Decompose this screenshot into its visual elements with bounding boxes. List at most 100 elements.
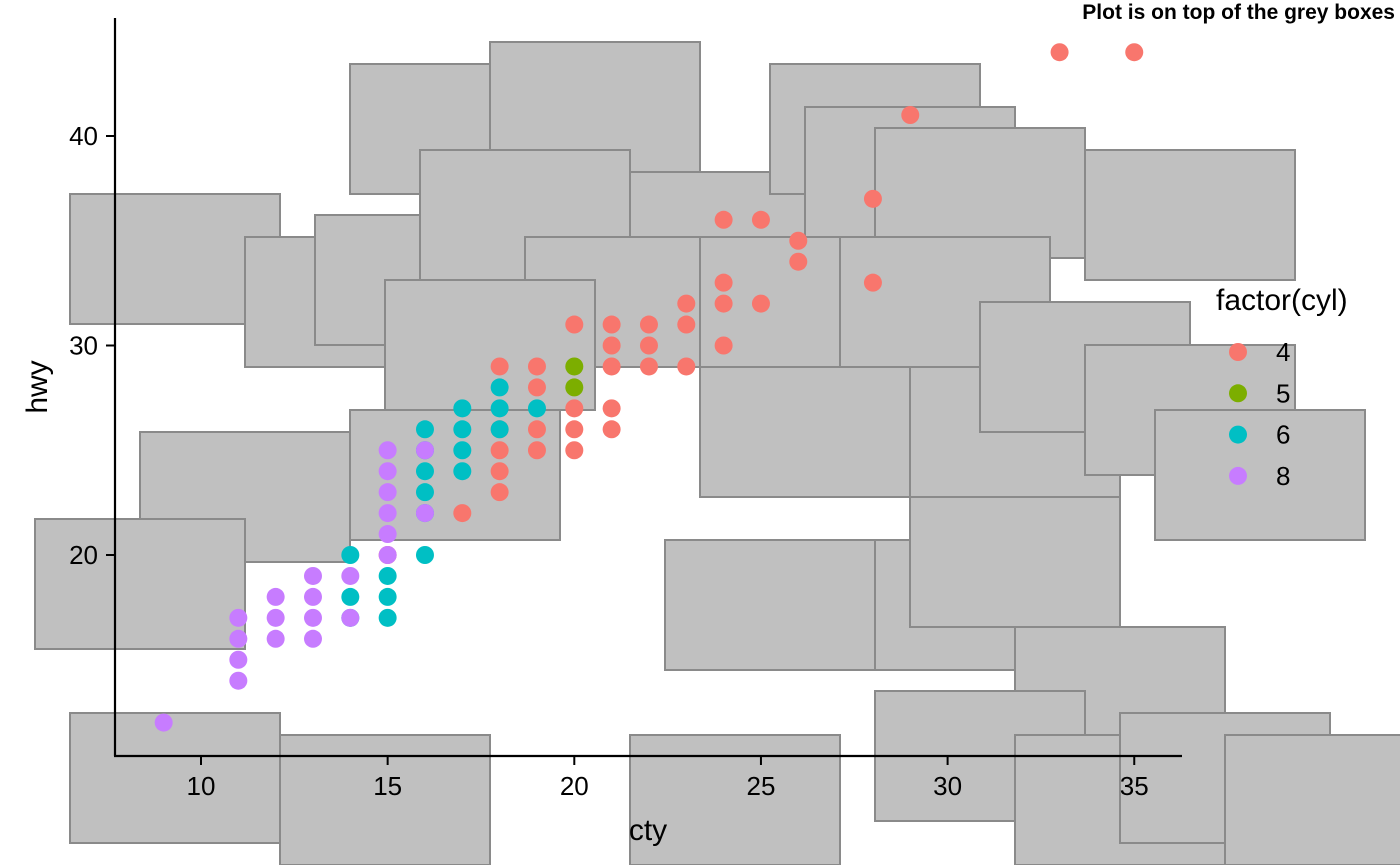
grey-box [1154,409,1366,541]
legend-items: 4 5 6 8 [1229,337,1290,491]
data-point-cyl-6 [490,399,509,418]
data-point-cyl-8 [378,462,397,481]
data-point-cyl-4 [639,357,658,376]
legend-label-6: 6 [1276,420,1290,450]
data-point-cyl-6 [341,587,360,606]
data-point-cyl-8 [229,650,248,669]
data-point-cyl-8 [415,504,434,523]
legend-label-4: 4 [1276,337,1290,367]
data-point-cyl-4 [751,294,770,313]
x-tick-label: 10 [187,771,216,801]
data-point-cyl-8 [154,713,173,732]
data-point-cyl-4 [602,420,621,439]
legend-key-4 [1229,343,1247,361]
data-point-cyl-8 [303,566,322,585]
data-point-cyl-6 [490,378,509,397]
y-tick-label: 20 [69,540,98,570]
data-point-cyl-8 [341,566,360,585]
legend-key-5 [1229,384,1247,403]
data-point-cyl-4 [677,315,696,334]
grey-box [1224,734,1400,865]
data-point-cyl-4 [490,441,509,460]
data-point-cyl-4 [714,273,733,292]
data-point-cyl-4 [527,420,546,439]
data-point-cyl-5 [565,357,584,376]
legend-label-8: 8 [1276,461,1290,491]
data-point-cyl-8 [229,629,248,648]
data-point-cyl-8 [341,608,360,627]
grey-box [384,279,596,411]
data-point-cyl-4 [677,294,696,313]
x-tick-label: 25 [746,771,775,801]
data-point-cyl-4 [714,336,733,355]
y-tick-label: 30 [69,331,98,361]
data-point-cyl-4 [1050,43,1069,62]
chart-title: Plot is on top of the grey boxes [1082,1,1395,24]
data-point-cyl-4 [639,336,658,355]
y-tick-label: 40 [69,121,98,151]
data-point-cyl-4 [602,315,621,334]
data-point-cyl-8 [415,441,434,460]
data-point-cyl-8 [378,525,397,544]
axis-ticks: 10 15 20 25 30 35 20 30 40 [69,121,1149,801]
data-point-cyl-8 [229,671,248,690]
data-point-cyl-6 [415,420,434,439]
data-point-cyl-4 [751,210,770,229]
data-point-cyl-6 [415,483,434,502]
data-point-cyl-8 [378,441,397,460]
data-point-cyl-4 [677,357,696,376]
grey-box [664,539,876,671]
data-point-cyl-4 [453,504,472,523]
data-point-cyl-6 [378,587,397,606]
legend: factor(cyl) 4 5 6 8 [1216,284,1348,491]
data-point-cyl-4 [527,378,546,397]
data-point-cyl-8 [266,587,285,606]
legend-title: factor(cyl) [1216,284,1348,317]
data-point-cyl-6 [453,462,472,481]
data-point-cyl-8 [303,629,322,648]
data-point-cyl-4 [639,315,658,334]
data-point-cyl-6 [378,566,397,585]
x-tick-label: 20 [560,771,589,801]
data-point-cyl-4 [565,315,584,334]
data-point-cyl-6 [341,546,360,564]
data-point-cyl-4 [565,399,584,418]
data-points [154,43,1144,732]
data-point-cyl-5 [565,378,584,397]
data-point-cyl-6 [453,420,472,439]
legend-key-8 [1229,466,1247,485]
data-point-cyl-4 [565,420,584,439]
data-point-cyl-4 [565,441,584,460]
data-point-cyl-4 [602,399,621,418]
data-point-cyl-4 [527,357,546,376]
data-point-cyl-4 [789,231,808,250]
data-point-cyl-8 [266,608,285,627]
legend-label-5: 5 [1276,378,1290,408]
data-point-cyl-4 [490,462,509,481]
data-point-cyl-8 [378,504,397,523]
data-point-cyl-6 [415,462,434,481]
data-point-cyl-4 [490,357,509,376]
x-tick-label: 15 [373,771,402,801]
data-point-cyl-4 [527,441,546,460]
data-point-cyl-8 [303,587,322,606]
data-point-cyl-8 [303,608,322,627]
data-point-cyl-6 [527,399,546,418]
axes [113,18,1182,758]
grey-box [69,712,281,844]
data-point-cyl-4 [714,294,733,313]
data-point-cyl-6 [490,420,509,439]
data-point-cyl-4 [602,336,621,355]
data-point-cyl-4 [789,252,808,271]
grey-box [34,518,246,650]
grey-box [1084,149,1296,281]
x-axis-title: cty [629,814,667,847]
data-point-cyl-4 [714,210,733,229]
x-tick-label: 30 [933,771,962,801]
data-point-cyl-6 [378,608,397,627]
data-point-cyl-4 [863,189,882,208]
data-point-cyl-4 [490,483,509,502]
data-point-cyl-8 [229,608,248,627]
data-point-cyl-6 [453,399,472,418]
